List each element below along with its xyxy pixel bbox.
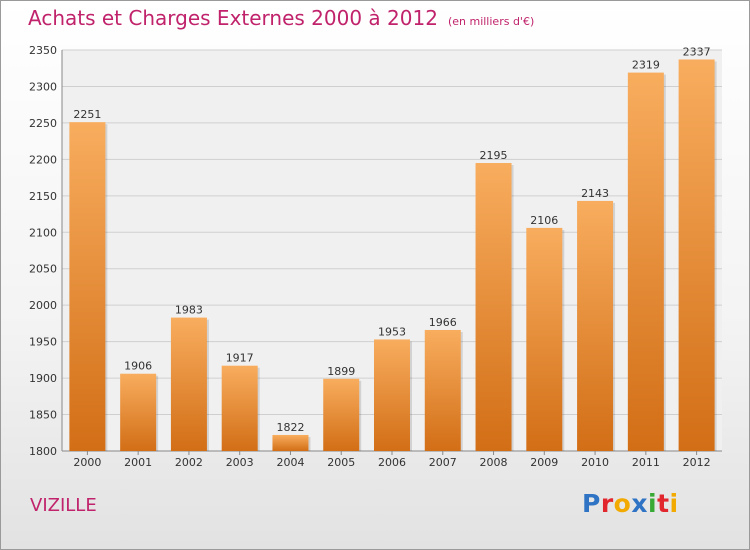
logo-letter: P <box>582 489 601 518</box>
y-tick-label: 1850 <box>29 409 57 422</box>
x-tick-label: 2002 <box>175 456 203 469</box>
bar-value-label: 2195 <box>480 149 508 162</box>
logo-letter: x <box>631 489 648 518</box>
x-tick-label: 2010 <box>581 456 609 469</box>
x-tick-label: 2000 <box>73 456 101 469</box>
bar-value-label: 2106 <box>530 214 558 227</box>
bar <box>627 72 664 452</box>
bar <box>69 122 106 452</box>
y-tick-label: 1800 <box>29 445 57 458</box>
y-tick-label: 1950 <box>29 336 57 349</box>
y-tick-label: 2050 <box>29 263 57 276</box>
unit-note: (en milliers d'€) <box>447 15 535 28</box>
bar-value-label: 2337 <box>683 45 711 58</box>
x-tick-label: 2011 <box>632 456 660 469</box>
bar <box>323 378 360 451</box>
proxiti-logo: Proxiti <box>582 489 679 518</box>
x-tick-label: 2006 <box>378 456 406 469</box>
bar-value-label: 2251 <box>73 108 101 121</box>
bar-value-label: 2143 <box>581 187 609 200</box>
bar <box>526 227 563 451</box>
logo-letter: i <box>669 489 679 518</box>
y-tick-label: 1900 <box>29 372 57 385</box>
bar <box>475 163 512 451</box>
logo-letter: o <box>613 489 632 518</box>
y-tick-label: 2200 <box>29 153 57 166</box>
y-tick-label: 2300 <box>29 80 57 93</box>
bar <box>678 59 715 451</box>
town-label: VIZILLE <box>30 495 97 516</box>
logo-letter: t <box>657 489 670 518</box>
bar-value-label: 2319 <box>632 59 660 72</box>
y-tick-label: 2250 <box>29 117 57 130</box>
bar <box>424 329 461 451</box>
bar-value-label: 1917 <box>226 352 254 365</box>
bar <box>374 339 410 451</box>
bar-value-label: 1966 <box>429 316 457 329</box>
chart-title-text: Achats et Charges Externes 2000 à 2012 <box>28 6 438 30</box>
y-tick-label: 2100 <box>29 226 57 239</box>
logo-letter: i <box>648 489 658 518</box>
bar-value-label: 1899 <box>327 365 355 378</box>
x-tick-label: 2008 <box>480 456 508 469</box>
bar-value-label: 1953 <box>378 325 406 338</box>
y-tick-label: 2150 <box>29 190 57 203</box>
x-tick-label: 2007 <box>429 456 457 469</box>
bar-value-label: 1983 <box>175 304 203 317</box>
x-tick-label: 2004 <box>276 456 304 469</box>
chart-title: Achats et Charges Externes 2000 à 2012 (e… <box>28 6 534 30</box>
x-tick-label: 2001 <box>124 456 152 469</box>
bar <box>577 200 614 451</box>
bar <box>170 317 207 451</box>
bar <box>120 373 157 451</box>
logo-letter: r <box>600 489 614 518</box>
y-tick-label: 2350 <box>29 44 57 57</box>
bar-value-label: 1906 <box>124 360 152 373</box>
x-tick-label: 2012 <box>683 456 711 469</box>
bar-value-label: 1822 <box>276 421 304 434</box>
bar <box>221 365 258 451</box>
bar <box>272 434 309 451</box>
x-tick-label: 2003 <box>226 456 254 469</box>
x-tick-label: 2009 <box>530 456 558 469</box>
y-tick-label: 2000 <box>29 299 57 312</box>
x-tick-label: 2005 <box>327 456 355 469</box>
